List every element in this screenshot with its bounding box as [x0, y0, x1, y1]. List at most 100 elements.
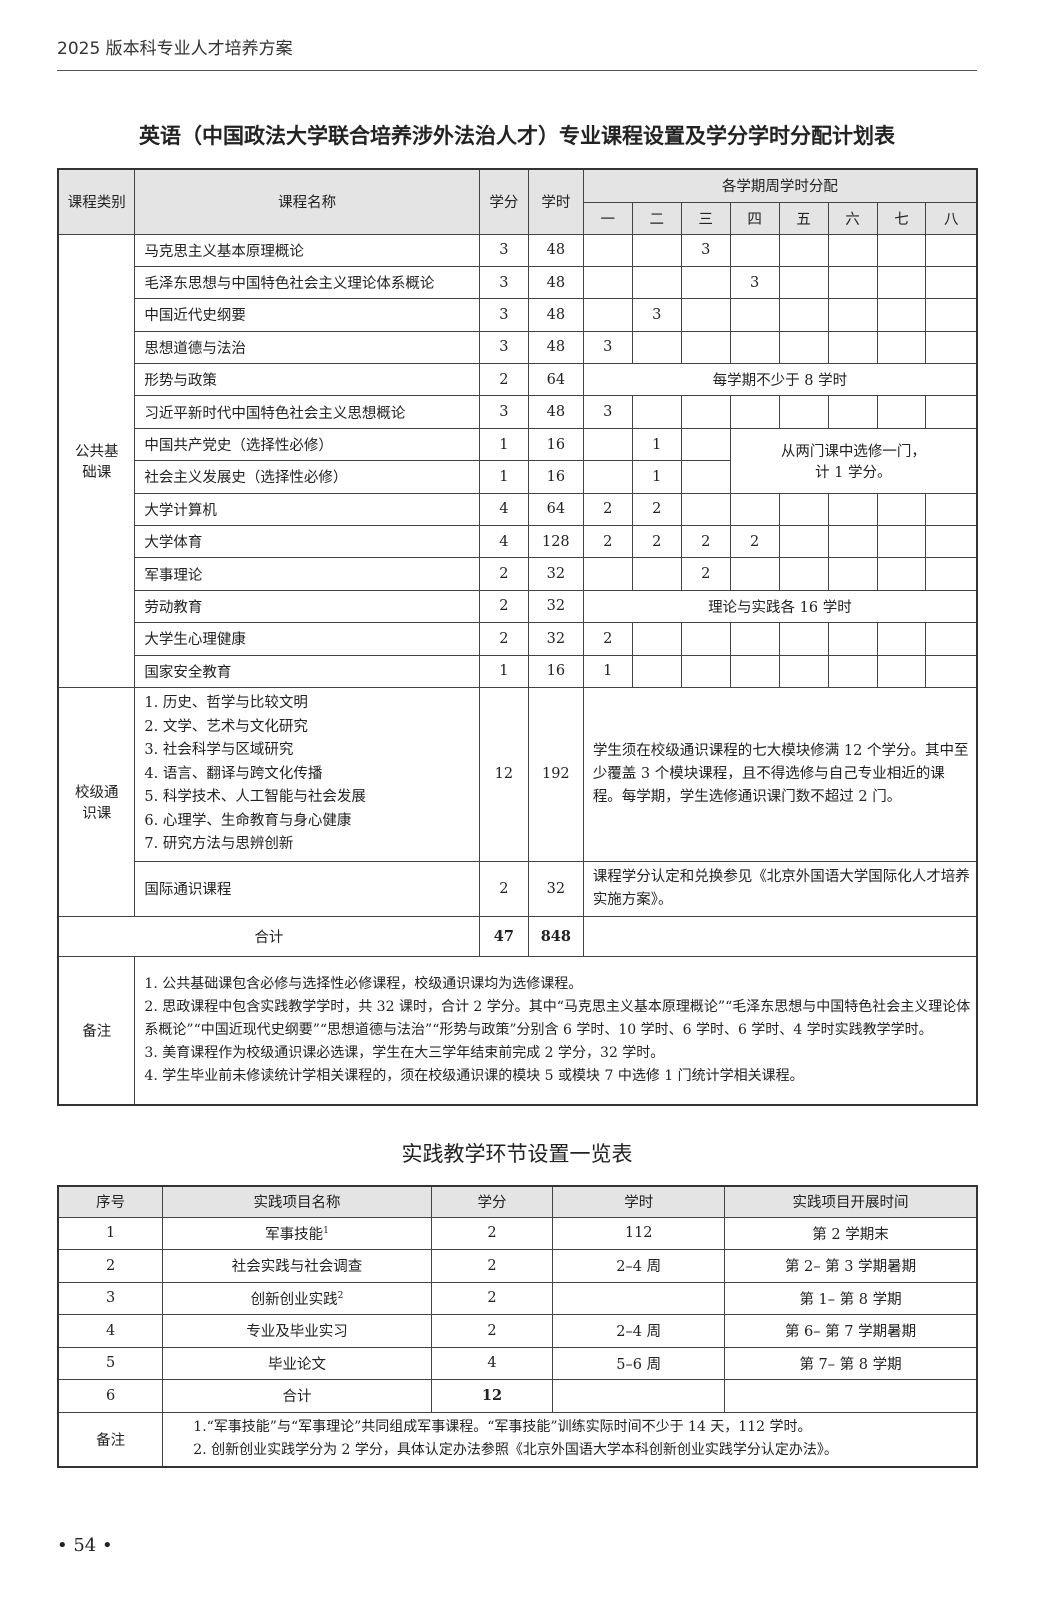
semester-cell — [680, 298, 731, 332]
table2-title: 实践教学环节设置一览表 — [401, 1142, 633, 1166]
credits-cell: 1 — [478, 460, 529, 494]
table-row: 思想道德与法治 3 48 3 — [58, 330, 978, 365]
hours-cell: 48 — [527, 298, 584, 332]
table-row: 公共基础课 马克思主义基本原理概论 3 48 3 — [57, 233, 978, 688]
semester-note: 每学期不少于 8 学时 — [582, 363, 978, 397]
table-row: 6 合计 12 — [57, 1379, 978, 1413]
header-name: 课程名称 — [134, 168, 480, 235]
semester-cell: 2 — [582, 525, 633, 559]
semester-cell — [827, 395, 878, 429]
semester-cell — [876, 330, 927, 365]
semester-cell: 3 — [582, 395, 633, 429]
semester-cell — [729, 557, 780, 591]
row-number: 2 — [57, 1249, 164, 1283]
remarks-row: 备注 1.“军事技能”与“军事理论”共同组成军事课程。“军事技能”训练实际时间不少… — [57, 1411, 978, 1468]
course-name: 马克思主义基本原理概论 — [134, 233, 480, 267]
semester-cell — [778, 525, 829, 559]
semester-cell — [582, 298, 633, 332]
semester-cell — [680, 265, 731, 300]
semester-cell — [582, 233, 633, 267]
semester-cell — [729, 622, 780, 656]
header-credits: 学分 — [478, 168, 529, 235]
semester-cell: 3 — [729, 265, 780, 300]
semester-note: 从两门课中选修一门， 计 1 学分。 — [729, 427, 978, 494]
semester-cell — [925, 265, 978, 300]
semester-cell — [582, 265, 633, 300]
semester-cell — [631, 233, 682, 267]
remarks-label: 备注 — [57, 1411, 164, 1468]
credits-cell: 12 — [430, 1379, 554, 1413]
hours-cell: 32 — [527, 860, 584, 917]
semester-cell — [729, 330, 780, 365]
time-cell: 第 2– 第 3 学期暑期 — [724, 1249, 978, 1283]
semester-cell — [925, 298, 978, 332]
semester-cell — [778, 492, 829, 527]
remark-item: 1. 公共基础课包含必修与选择性必修课程，校级通识课均为选修课程。 — [144, 976, 583, 993]
semester-cell: 2 — [680, 525, 731, 559]
semester-cell: 3 — [631, 298, 682, 332]
semester-cell — [827, 622, 878, 656]
project-name: 社会实践与社会调查 — [162, 1249, 432, 1283]
table-row: 大学计算机 4 64 2 2 — [58, 492, 978, 527]
project-name-text: 毕业论文 — [267, 1356, 326, 1373]
hours-cell: 48 — [527, 395, 584, 429]
remark-item: 3. 美育课程作为校级通识课必选课，学生在大三学年结束前完成 2 学分，32 学… — [144, 1045, 665, 1062]
row-number: 1 — [57, 1216, 164, 1250]
semester-cell: 2 — [582, 622, 633, 656]
semester-cell — [582, 427, 633, 462]
credits-cell: 1 — [478, 427, 529, 462]
semester-cell: 2 — [729, 525, 780, 559]
semester-cell — [631, 557, 682, 591]
semester-cell — [631, 330, 682, 365]
module-item: 4. 语言、翻译与跨文化传播 — [144, 765, 323, 782]
header-semesters_group: 各学期周学时分配 — [582, 168, 978, 203]
semester-cell: 1 — [631, 427, 682, 462]
row-number: 6 — [57, 1379, 164, 1413]
header-semester: 二 — [631, 201, 682, 235]
total-row: 合计 47 848 — [57, 915, 978, 957]
empty-cell — [582, 915, 978, 957]
hours-cell: 16 — [527, 654, 584, 688]
credits-cell: 3 — [478, 298, 529, 332]
semester-cell: 3 — [582, 330, 633, 365]
hours-cell: 64 — [527, 492, 584, 527]
semester-cell — [876, 622, 927, 656]
course-name: 中国共产党史（选择性必修） — [134, 427, 480, 462]
credits-cell: 2 — [478, 622, 529, 656]
table-row: 形势与政策 2 64 每学期不少于 8 学时 — [58, 363, 978, 397]
semester-cell: 2 — [631, 492, 682, 527]
course-plan-table: 课程类别 课程名称 学分 学时 各学期周学时分配一二三四五六七八公共基础课 马克思主义基本… — [57, 168, 978, 1107]
table-row: 2 社会实践与社会调查 2 2–4 周第 2– 第 3 学期暑期 — [57, 1249, 978, 1283]
semester-cell — [876, 233, 927, 267]
semester-cell — [925, 395, 978, 429]
header-row: 一二三四五六七八 — [58, 201, 978, 235]
footnote-marker: 2 — [337, 1290, 344, 1301]
semester-cell — [778, 298, 829, 332]
table-row: 毛泽东思想与中国特色社会主义理论体系概论 3 48 3 — [58, 265, 978, 300]
header-cell: 实践项目名称 — [162, 1185, 432, 1218]
semester-cell — [925, 330, 978, 365]
credits-cell: 3 — [478, 233, 529, 267]
header-hours: 学时 — [527, 168, 584, 235]
course-name: 大学计算机 — [134, 492, 480, 527]
hours-cell: 32 — [527, 622, 584, 656]
table-row: 5 毕业论文 4 5–6 周第 7– 第 8 学期 — [57, 1346, 978, 1380]
remarks-content: 1.“军事技能”与“军事理论”共同组成军事课程。“军事技能”训练实际时间不少于 … — [162, 1411, 978, 1468]
credits-cell: 3 — [478, 265, 529, 300]
semester-cell: 2 — [631, 525, 682, 559]
credits-cell: 2 — [478, 557, 529, 591]
table-row: 习近平新时代中国特色社会主义思想概论 3 48 3 — [58, 395, 978, 429]
course-name: 形势与政策 — [134, 363, 480, 397]
table-row: 4 专业及毕业实习 2 2–4 周第 6– 第 7 学期暑期 — [57, 1314, 978, 1348]
semester-cell — [729, 654, 780, 688]
row-number: 5 — [57, 1346, 164, 1380]
semester-cell — [925, 233, 978, 267]
header-category: 课程类别 — [57, 168, 136, 235]
category-cell: 校级通识课 — [57, 686, 136, 917]
course-name: 劳动教育 — [134, 589, 480, 624]
header-cell: 学时 — [552, 1185, 726, 1218]
module-item: 3. 社会科学与区域研究 — [144, 742, 294, 759]
table-row: 军事理论 2 32 2 — [58, 557, 978, 591]
page-number: • 54 • — [57, 1535, 113, 1556]
